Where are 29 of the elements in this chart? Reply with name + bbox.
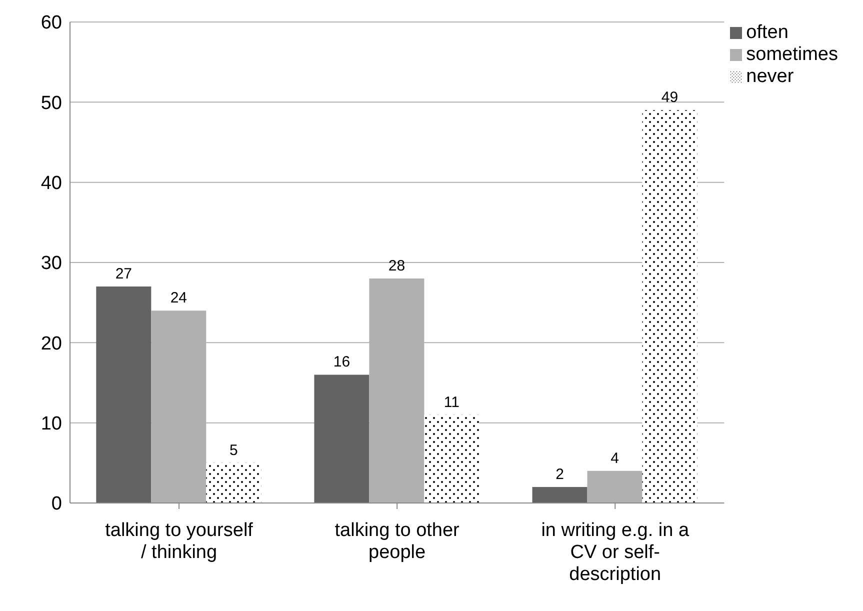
bar	[314, 374, 370, 503]
bar	[587, 470, 642, 503]
y-tick-label: 0	[51, 494, 62, 515]
x-tick-label: talking to yourself / thinking	[105, 520, 254, 563]
bar	[642, 110, 698, 503]
data-label: 16	[333, 354, 350, 371]
legend-label: sometimes	[746, 44, 838, 65]
legend-label: never	[746, 66, 794, 87]
y-tick-label: 10	[40, 414, 62, 435]
data-label: 24	[170, 290, 188, 307]
data-label: 28	[388, 258, 406, 275]
legend-label: often	[746, 22, 788, 43]
y-tick-label: 50	[40, 92, 62, 114]
x-tick-label: in writing e.g. in a CV or self-description	[541, 520, 690, 585]
data-label: 49	[661, 89, 678, 106]
y-tick-label: 30	[40, 253, 62, 274]
data-label: 4	[610, 450, 619, 467]
y-tick-label: 40	[40, 173, 62, 194]
data-label: 11	[444, 394, 460, 411]
y-tick-label: 20	[40, 333, 62, 354]
data-label: 2	[556, 466, 564, 483]
x-tick-label: talking to other people	[334, 520, 460, 563]
bar	[206, 462, 262, 503]
data-label: 5	[229, 442, 238, 459]
data-label: 27	[115, 266, 132, 283]
bar	[424, 414, 480, 503]
bar	[96, 286, 152, 503]
bar	[532, 486, 588, 503]
y-tick-label: 60	[40, 12, 62, 34]
